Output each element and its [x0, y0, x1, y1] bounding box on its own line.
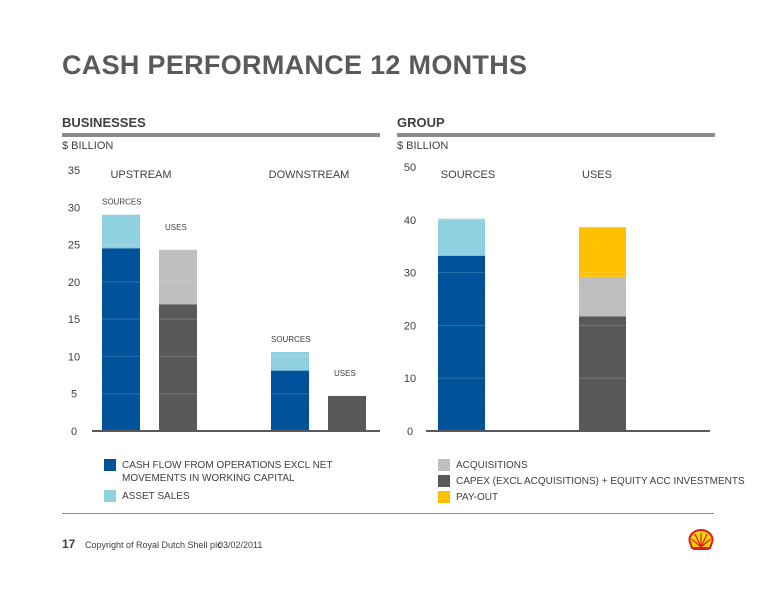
group-group-label: SOURCES: [441, 169, 495, 181]
businesses-ytick-label: 35: [68, 165, 80, 177]
group-bar-segment-payout: [579, 227, 626, 277]
group-ytick-label: 50: [404, 162, 416, 174]
group-heading: GROUP: [397, 115, 445, 130]
group-bar-segment-acquisitions: [579, 276, 626, 317]
businesses-ytick-label: 0: [71, 426, 77, 438]
group-ytick-label: 30: [404, 268, 416, 280]
businesses-unit-label: $ BILLION: [62, 140, 114, 152]
shell-logo: [688, 529, 714, 550]
group-rule: [397, 133, 715, 137]
businesses-group-label: DOWNSTREAM: [269, 169, 350, 181]
legend-swatch-capex: [438, 475, 450, 487]
businesses-bar-segment-cfo: [102, 248, 140, 431]
businesses-ytick-label: 25: [68, 240, 80, 252]
legend-swatch-cfo: [104, 459, 116, 471]
businesses-bar-label: SOURCES: [271, 335, 311, 344]
group-bar-segment-capex: [579, 316, 626, 431]
businesses-bar-label: USES: [334, 369, 356, 378]
legend-swatch-asset-sales: [104, 490, 116, 502]
businesses-ytick-label: 15: [68, 314, 80, 326]
legend-label-acquisitions: ACQUISITIONS: [456, 460, 528, 471]
group-ytick-label: 0: [407, 426, 413, 438]
group-group-label: USES: [582, 169, 612, 181]
group-bar-segment-cfo: [438, 255, 485, 431]
legend-item-asset-sales: ASSET SALES: [104, 490, 304, 504]
businesses-bar-label: USES: [165, 223, 187, 232]
businesses-heading: BUSINESSES: [62, 115, 146, 130]
legend-label-cfo: CASH FLOW FROM OPERATIONS EXCL NET MOVEM…: [122, 459, 333, 485]
businesses-bar-segment-acquisitions: [159, 249, 197, 305]
group-unit-label: $ BILLION: [397, 140, 449, 152]
legend-item-acquisitions: ACQUISITIONS: [438, 459, 718, 473]
businesses-ytick-label: 5: [71, 389, 77, 401]
legend-swatch-payout: [438, 491, 450, 503]
legend-item-payout: PAY-OUT: [438, 491, 638, 505]
businesses-bar-label: SOURCES: [102, 198, 142, 207]
group-ytick-label: 40: [404, 215, 416, 227]
businesses-ytick-label: 10: [68, 351, 80, 363]
legend-label-cfo-line1: CASH FLOW FROM OPERATIONS EXCL NET: [122, 460, 333, 471]
businesses-bar-segment-asset-sales: [271, 351, 309, 371]
legend-swatch-acquisitions: [438, 459, 450, 471]
page-title: CASH PERFORMANCE 12 MONTHS: [62, 50, 528, 80]
legend-item-cfo: CASH FLOW FROM OPERATIONS EXCL NET MOVEM…: [104, 459, 384, 487]
group-bar-segment-asset-sales: [438, 218, 485, 256]
legend-label-payout: PAY-OUT: [456, 492, 499, 503]
footer-date: 03/02/2011: [218, 540, 263, 550]
legend-label-asset-sales: ASSET SALES: [122, 491, 190, 502]
businesses-group-label: UPSTREAM: [110, 169, 171, 181]
group-ytick-label: 20: [404, 320, 416, 332]
businesses-bar-segment-capex: [328, 395, 366, 431]
businesses-bar-segment-asset-sales: [102, 214, 140, 249]
page-number: 17: [62, 537, 76, 551]
businesses-bar-segment-cfo: [271, 370, 309, 431]
copyright-text: Copyright of Royal Dutch Shell plc: [85, 540, 222, 550]
footer-rule: [62, 513, 714, 514]
businesses-ytick-label: 30: [68, 202, 80, 214]
businesses-rule: [62, 133, 380, 137]
legend-item-capex: CAPEX (EXCL ACQUISITIONS) + EQUITY ACC I…: [438, 475, 745, 489]
group-ytick-label: 10: [404, 373, 416, 385]
businesses-ytick-label: 20: [68, 277, 80, 289]
legend-label-cfo-line2: MOVEMENTS IN WORKING CAPITAL: [122, 473, 295, 484]
businesses-bar-segment-capex: [159, 304, 197, 431]
legend-label-capex: CAPEX (EXCL ACQUISITIONS) + EQUITY ACC I…: [456, 476, 745, 487]
